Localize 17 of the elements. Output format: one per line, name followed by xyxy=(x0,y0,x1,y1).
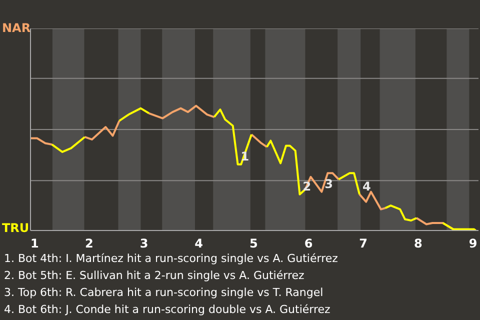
text: 3. Top 6th: R. Cabrera hit a run-scoring single vs T. Rangel xyxy=(4,286,324,299)
text: 1. Bot 4th: I. Martínez hit a run-scoring single vs A. Gutiérrez xyxy=(4,252,338,265)
annotation: 3 xyxy=(324,176,334,191)
x-tick-label: 6 xyxy=(304,236,313,250)
x-tick-label: 8 xyxy=(414,236,422,250)
x-tick-label: 3 xyxy=(140,236,148,250)
annotation: 4 xyxy=(362,179,371,194)
x-tick-label: 9 xyxy=(468,236,478,250)
text: 4. Bot 6th: J. Conde hit a run-scoring double vs A. Gutiérrez xyxy=(4,303,330,316)
x-tick-label: 1 xyxy=(30,236,39,250)
text: TRU xyxy=(2,220,30,237)
x-tick-label: 4 xyxy=(194,236,204,250)
text: NAR xyxy=(2,20,31,37)
x-tick-label: 7 xyxy=(359,236,368,250)
text: 2. Bot 5th: E. Sullivan hit a 2-run single vs A. Gutiérrez xyxy=(4,269,304,282)
x-tick-label: 5 xyxy=(250,236,258,250)
x-tick-label: 2 xyxy=(85,236,94,250)
